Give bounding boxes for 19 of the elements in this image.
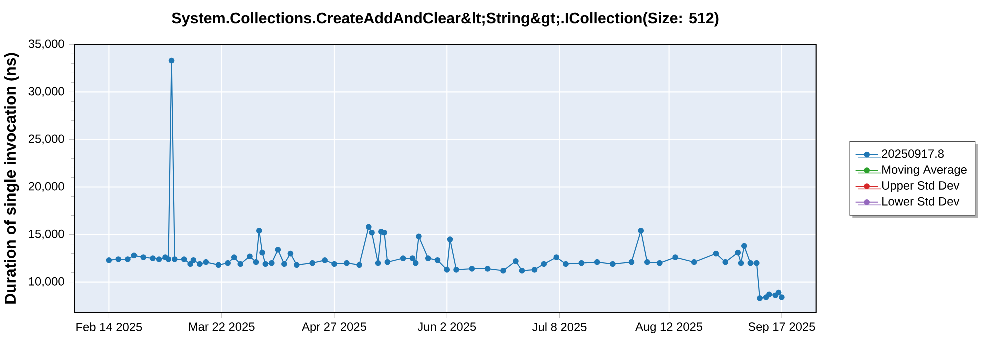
x-tick-label: Sep 17 2025 [748,322,816,334]
y-tick-label: 35,000 [28,40,64,50]
y-tick-label: 10,000 [29,277,64,287]
legend-label: 20250917.8 [882,149,944,158]
y-tick-label: 25,000 [28,134,64,144]
x-tick-label: Feb 14 2025 [76,322,142,332]
legend-label: Lower Std Dev [882,196,960,206]
y-tick-label: 20,000 [28,182,64,192]
legend-label: Upper Std Dev [882,180,960,192]
y-tick-label: 15,000 [29,230,64,240]
legend-label: Moving Average [882,165,967,176]
x-tick-label: Aug 12 2025 [636,322,703,334]
x-tick-label: Mar 22 2025 [189,322,255,331]
x-tick-label: Jul 8 2025 [532,322,587,332]
y-axis-title: Duration of single invocation (ns) [4,53,20,304]
x-tick-label: Jun 2 2025 [418,322,476,331]
x-tick-label: Apr 27 2025 [302,322,366,334]
y-tick-label: 30,000 [28,87,64,97]
chart-title: System.Collections.CreateAddAndClear&lt;String&gt;.ICollection(Size: 512) [172,12,719,27]
